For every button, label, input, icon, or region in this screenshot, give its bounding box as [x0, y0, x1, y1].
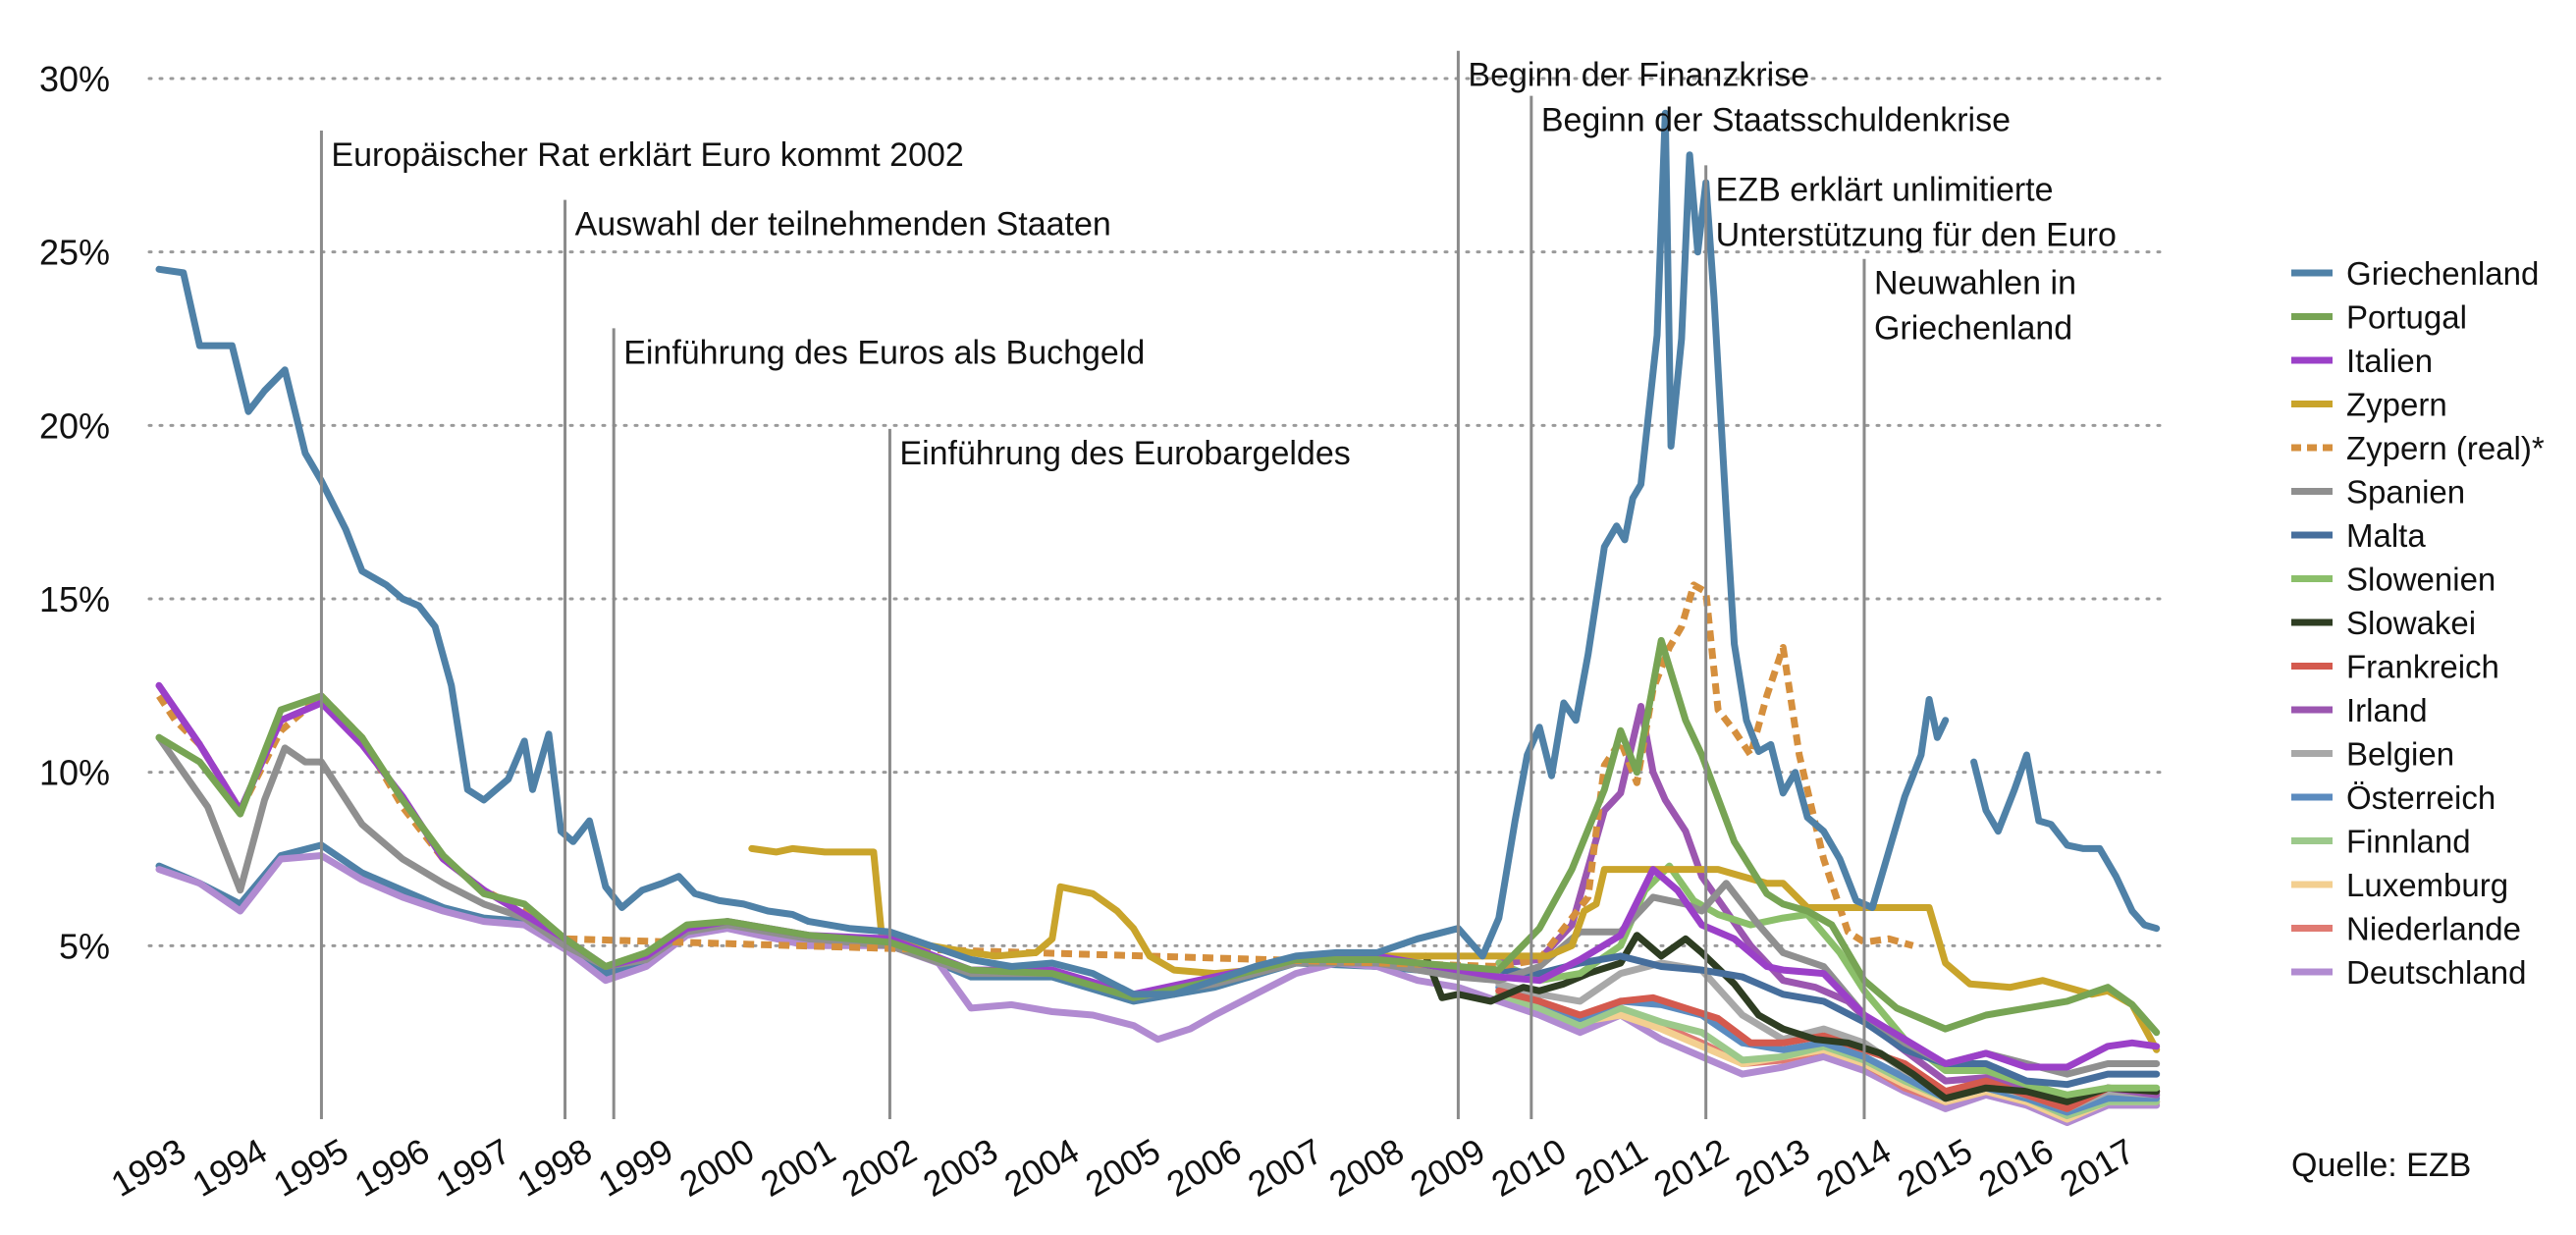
legend-label: Slowenien — [2346, 562, 2496, 598]
x-tick-label: 2010 — [1484, 1130, 1573, 1205]
legend-label: Italien — [2346, 343, 2433, 379]
legend-label: Frankreich — [2346, 649, 2499, 685]
series-line-slowenien — [1495, 862, 2161, 1099]
event-label: Griechenland — [1874, 310, 2072, 348]
x-tick-label: 1995 — [267, 1130, 355, 1205]
legend-label: Zypern — [2346, 387, 2447, 423]
y-axis-ticks: 5% 10% 15% 20% 25% 30% — [39, 59, 110, 966]
event-label: Europäischer Rat erklärt Euro kommt 2002 — [331, 136, 963, 174]
x-tick-label: 2011 — [1568, 1130, 1654, 1203]
event-label: Einführung des Euros als Buchgeld — [623, 334, 1145, 371]
x-tick-label: 2006 — [1159, 1130, 1248, 1205]
gridlines — [147, 77, 2167, 947]
event-markers: Europäischer Rat erklärt Euro kommt 2002… — [319, 50, 2117, 1119]
x-tick-label: 2017 — [2053, 1130, 2141, 1205]
event-label: Unterstützung für den Euro — [1716, 216, 2117, 253]
x-tick-label: 2008 — [1322, 1130, 1411, 1205]
y-tick-label: 25% — [39, 233, 110, 273]
x-tick-label: 2009 — [1404, 1130, 1492, 1205]
event-label: Neuwahlen in — [1874, 265, 2076, 302]
legend-label: Luxemburg — [2346, 867, 2508, 903]
x-tick-label: 2013 — [1728, 1130, 1816, 1205]
x-tick-label: 2015 — [1891, 1130, 1979, 1205]
legend: Griechenland Portugal Italien Zypern Zypern … — [2291, 255, 2545, 991]
series-line-portugal — [155, 636, 2161, 1037]
y-tick-label: 20% — [39, 405, 110, 446]
legend-label: Spanien — [2346, 474, 2465, 510]
x-tick-label: 1999 — [591, 1130, 679, 1205]
y-tick-label: 5% — [59, 926, 110, 966]
event-label: EZB erklärt unlimitierte — [1716, 171, 2054, 208]
y-tick-label: 15% — [39, 579, 110, 619]
legend-label: Irland — [2346, 692, 2428, 728]
legend-label: Belgien — [2346, 736, 2454, 773]
series-line-zypern-real- — [156, 581, 1914, 970]
x-tick-label: 2007 — [1241, 1130, 1329, 1205]
event-label: Einführung des Eurobargeldes — [899, 435, 1350, 472]
source-note: Quelle: EZB — [2291, 1147, 2471, 1184]
y-tick-label: 30% — [39, 59, 110, 99]
x-tick-label: 2005 — [1079, 1130, 1167, 1205]
legend-label: Zypern (real)* — [2346, 430, 2545, 466]
event-label: Beginn der Staatsschuldenkrise — [1541, 102, 2011, 139]
series-line-malta — [1495, 952, 2161, 1089]
series-line-deutschland — [155, 852, 2161, 1126]
legend-label: Griechenland — [2346, 255, 2539, 292]
x-tick-label: 2012 — [1647, 1130, 1736, 1205]
legend-label: Finnland — [2346, 824, 2471, 860]
x-tick-label: 1997 — [429, 1130, 517, 1205]
x-tick-label: 2002 — [835, 1130, 924, 1205]
series-line-irland — [1495, 703, 2161, 1105]
x-tick-label: 2001 — [754, 1130, 842, 1205]
x-tick-label: 1998 — [510, 1130, 599, 1205]
x-tick-label: 2016 — [1972, 1130, 2061, 1205]
y-tick-label: 10% — [39, 753, 110, 793]
x-tick-label: 1996 — [348, 1130, 436, 1205]
series-line-slowakei — [1422, 932, 2161, 1105]
legend-label: Deutschland — [2346, 954, 2526, 991]
series-line-zypern — [748, 844, 2161, 1053]
event-label: Beginn der Finanzkrise — [1468, 57, 1809, 94]
series-line-griechenland — [155, 109, 1950, 998]
series-lines — [155, 109, 2161, 1126]
x-axis-ticks: 1993199419951996199719981999200020012002… — [104, 1130, 2141, 1205]
x-tick-label: 2004 — [997, 1130, 1086, 1205]
x-tick-label: 2003 — [916, 1130, 1004, 1205]
legend-label: Slowakei — [2346, 605, 2476, 641]
x-tick-label: 2014 — [1809, 1130, 1898, 1205]
series-line-segment-17 — [1970, 751, 2161, 933]
legend-label: Portugal — [2346, 299, 2467, 336]
x-tick-label: 2000 — [672, 1130, 761, 1205]
series-line-frankreich — [1495, 987, 2161, 1112]
legend-label: Niederlande — [2346, 911, 2521, 947]
x-tick-label: 1994 — [186, 1130, 274, 1205]
legend-label: Malta — [2346, 517, 2426, 554]
event-label: Auswahl der teilnehmenden Staaten — [575, 206, 1111, 243]
legend-label: Österreich — [2346, 779, 2496, 816]
series-line-segment-0 — [155, 841, 1462, 1005]
x-tick-label: 1993 — [104, 1130, 192, 1205]
